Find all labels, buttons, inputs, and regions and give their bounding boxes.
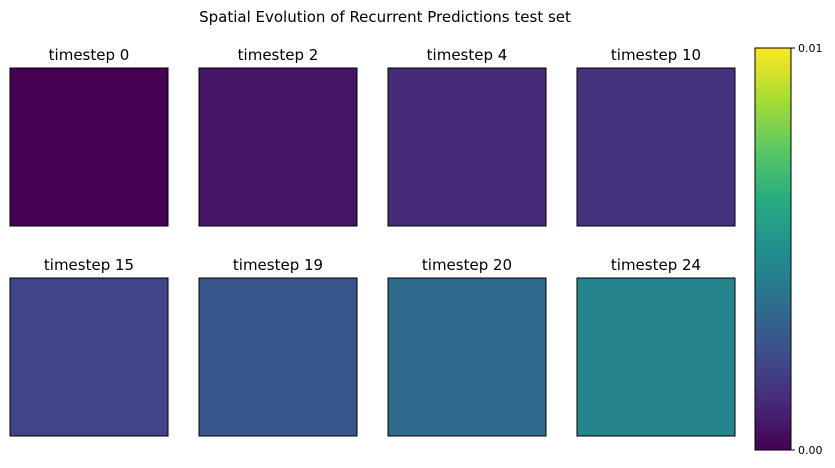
panel: timestep 4 [387, 46, 547, 227]
panel: timestep 19 [198, 256, 358, 437]
panel-heatmap-cell [9, 277, 169, 437]
panel: timestep 15 [9, 256, 169, 437]
panel-title: timestep 10 [611, 46, 701, 64]
panel: timestep 10 [576, 46, 736, 227]
panel-grid: timestep 0 timestep 2 timestep 4 timestep 1… [9, 46, 736, 437]
chart-title: Spatial Evolution of Recurrent Predictio… [199, 8, 571, 26]
panel: timestep 2 [198, 46, 358, 227]
panel-heatmap-cell [387, 67, 547, 227]
panel-title: timestep 24 [611, 256, 701, 274]
panel-heatmap-cell [198, 67, 358, 227]
panel-heatmap-cell [576, 277, 736, 437]
panel-heatmap-cell [576, 67, 736, 227]
panel-heatmap-cell [9, 67, 169, 227]
panel-heatmap-cell [387, 277, 547, 437]
panel: timestep 0 [9, 46, 169, 227]
colorbar-tick-label: 0.00 [798, 444, 823, 457]
panel-title: timestep 4 [427, 46, 508, 64]
panel: timestep 20 [387, 256, 547, 437]
colorbar: 0.00 0.01 [754, 42, 823, 457]
panel-title: timestep 0 [49, 46, 130, 64]
panel-title: timestep 20 [422, 256, 512, 274]
panel-title: timestep 19 [233, 256, 323, 274]
panel-title: timestep 15 [44, 256, 134, 274]
panel-heatmap-cell [198, 277, 358, 437]
panel-title: timestep 2 [238, 46, 319, 64]
colorbar-ticks: 0.00 0.01 [791, 42, 823, 457]
colorbar-gradient [754, 47, 792, 451]
panel: timestep 24 [576, 256, 736, 437]
colorbar-tick-label: 0.01 [798, 42, 823, 55]
